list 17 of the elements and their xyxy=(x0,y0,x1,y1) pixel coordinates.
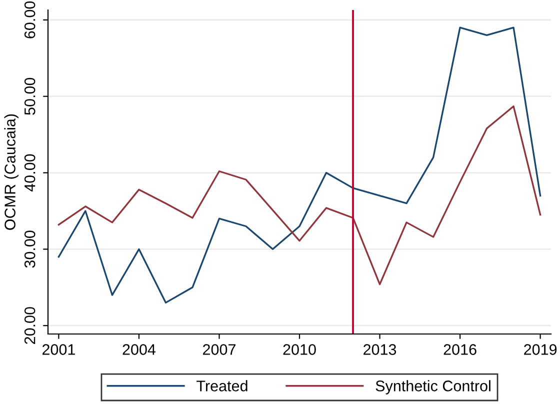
y-tick-label: 30.00 xyxy=(24,230,36,268)
x-tick-label: 2013 xyxy=(364,344,396,355)
x-tick-label: 2016 xyxy=(444,344,476,355)
line-series xyxy=(58,105,542,286)
legend-label: Synthetic Control xyxy=(376,380,490,394)
y-tick-label: 40.00 xyxy=(24,154,36,192)
x-tick-label: 2004 xyxy=(122,344,156,355)
x-tick-label: 2001 xyxy=(42,344,75,355)
x-tick-label: 2019 xyxy=(524,344,557,355)
line-series xyxy=(58,26,542,304)
y-tick-label: 60.00 xyxy=(24,1,36,38)
y-tick-label: 20.00 xyxy=(24,307,36,344)
x-tick-label: 2010 xyxy=(283,344,316,355)
x-tick-label: 2007 xyxy=(203,344,236,355)
legend-label: Treated xyxy=(196,380,248,392)
y-axis-title: OCMR (Caucaia) xyxy=(4,114,18,230)
y-tick-label: 50.00 xyxy=(24,78,36,115)
